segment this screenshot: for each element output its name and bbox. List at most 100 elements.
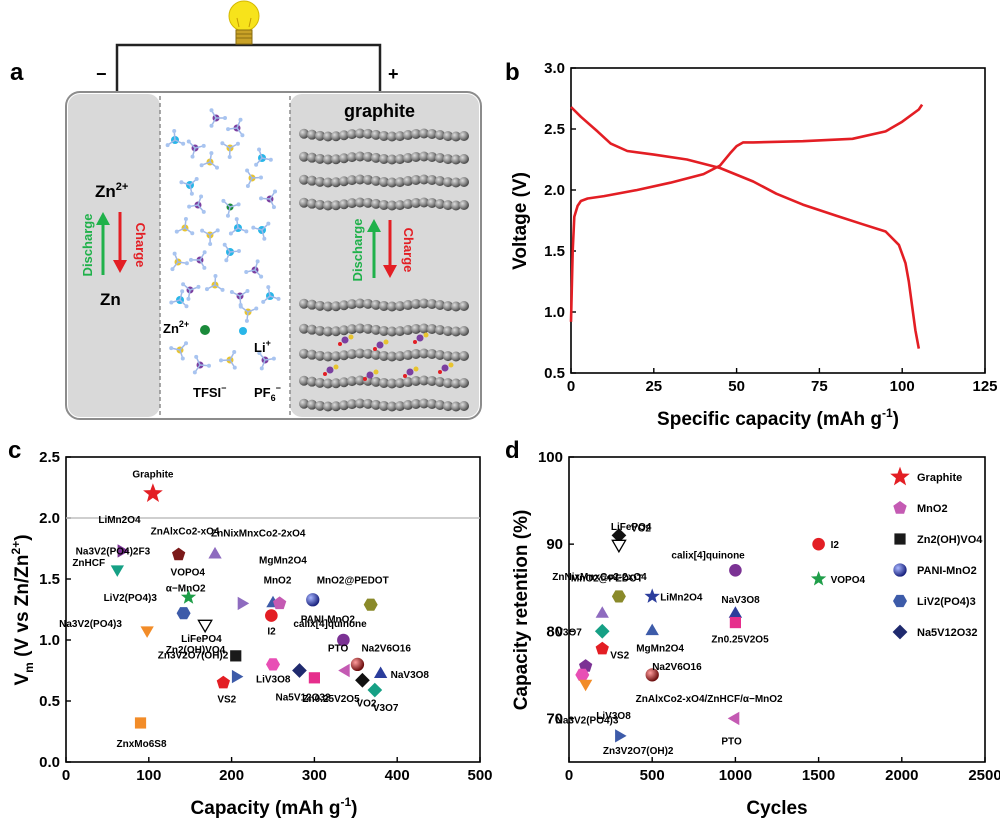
c-point-zn0-25v2o5 bbox=[309, 672, 320, 683]
d-x-axis-title: Cycles bbox=[746, 798, 807, 819]
c-point-nav3o8 bbox=[374, 667, 387, 679]
molecule-atom bbox=[266, 222, 270, 226]
intercalated-anion bbox=[349, 335, 354, 340]
d-point-zn0-25v2o5-label: Zn0.25V2O5 bbox=[711, 635, 769, 646]
molecule-atom bbox=[219, 358, 223, 362]
c-x-axis-title: Capacity (mAh g-1) bbox=[191, 795, 358, 819]
c-point-liv2-po4-3 bbox=[177, 607, 191, 619]
c-plot-frame bbox=[66, 457, 480, 762]
panel-b-letter: b bbox=[505, 59, 520, 86]
molecule-atom bbox=[181, 357, 185, 361]
anode-charge-label: Charge bbox=[133, 223, 148, 268]
c-point-vs2-label: VS2 bbox=[217, 695, 236, 706]
molecule-atom bbox=[246, 184, 250, 188]
c-point-na5v12o32 bbox=[292, 663, 307, 678]
c-point-na3v2-po4-2f3-label: Na3V2(PO4)2F3 bbox=[76, 547, 151, 558]
molecule-atom bbox=[184, 304, 188, 308]
intercalated-anion bbox=[377, 342, 384, 349]
c-point-zn3v2o7-oh-2 bbox=[232, 670, 244, 683]
c-point-znnixmnxco2-2xo4 bbox=[208, 547, 221, 559]
c-y-tick-label: 1.0 bbox=[39, 632, 60, 649]
c-point-graphite bbox=[143, 483, 163, 502]
molecule-atom bbox=[202, 266, 206, 270]
molecule-atom bbox=[254, 163, 258, 167]
c-point-limn2o4-label: LiMn2O4 bbox=[98, 515, 141, 526]
molecule-atom bbox=[210, 124, 214, 128]
molecule-atom bbox=[224, 258, 228, 262]
intercalated-anion bbox=[424, 333, 429, 338]
c-point-znxmo6s8 bbox=[135, 717, 146, 728]
d-legend-marker-mno2 bbox=[893, 501, 906, 514]
molecule-atom bbox=[199, 195, 203, 199]
intercalated-anion bbox=[373, 347, 377, 351]
b-y-tick-label: 1.0 bbox=[544, 304, 565, 321]
d-point-mgmn2o4-label: MgMn2O4 bbox=[636, 643, 684, 654]
molecule-atom bbox=[226, 127, 230, 131]
c-point-znhcf bbox=[111, 565, 124, 577]
d-point-v3o7 bbox=[595, 624, 610, 639]
carbon-atom bbox=[459, 351, 469, 361]
molecule-atom bbox=[210, 108, 214, 112]
carbon-atom bbox=[459, 154, 469, 164]
molecule-atom bbox=[202, 210, 206, 214]
molecule-atom bbox=[259, 275, 263, 279]
c-point-znalxco2-xo4-label: ZnAlxCo2-xO4 bbox=[151, 527, 220, 538]
c-point-lifepo4 bbox=[198, 620, 211, 632]
b-charge-curve bbox=[571, 105, 922, 322]
d-legend-label-na5v12o32: Na5V12O32 bbox=[917, 627, 978, 639]
b-y-tick-label: 2.5 bbox=[544, 121, 565, 138]
molecule-atom bbox=[269, 158, 273, 162]
d-point-pto bbox=[728, 712, 740, 725]
molecule-atom bbox=[193, 370, 197, 374]
molecule-atom bbox=[235, 217, 239, 221]
molecule-atom bbox=[245, 319, 249, 323]
intercalated-anion bbox=[407, 369, 414, 376]
c-point-znhcf-label: ZnHCF bbox=[72, 558, 105, 569]
molecule-atom bbox=[184, 217, 188, 221]
molecule-atom bbox=[259, 176, 263, 180]
c-point-pto-label: PTO bbox=[328, 644, 349, 655]
c-point-mno2-label: α−MnO2 bbox=[166, 583, 206, 594]
molecule-atom bbox=[215, 166, 219, 170]
d-x-tick-label: 500 bbox=[640, 767, 665, 784]
c-point-calix-4-quinone-label: calix[4]quinone bbox=[293, 619, 367, 630]
c-point-na2v6o16-label: Na2V6O16 bbox=[361, 643, 411, 654]
molecule-atom bbox=[185, 261, 189, 265]
molecule-atom bbox=[236, 142, 240, 146]
graphite-label: graphite bbox=[344, 101, 415, 121]
c-x-tick-label: 400 bbox=[385, 767, 410, 784]
d-point-lifepo4-label: LiFePO4 bbox=[611, 522, 652, 533]
d-y-tick-label: 90 bbox=[546, 536, 563, 553]
molecule-atom bbox=[202, 144, 206, 148]
intercalated-anion bbox=[384, 340, 389, 345]
molecule-atom bbox=[208, 242, 212, 246]
molecule-atom bbox=[190, 231, 194, 235]
d-point-vs2 bbox=[596, 642, 609, 655]
b-x-tick-label: 25 bbox=[645, 378, 662, 395]
intercalated-anion bbox=[323, 372, 327, 376]
d-point-zn0-25v2o5 bbox=[730, 617, 741, 628]
d-legend-label-mno2: MnO2 bbox=[917, 503, 948, 515]
molecule-atom bbox=[244, 270, 248, 274]
c-point-znnixmnxco2-2xo4-label: ZnNixMnxCo2-2xO4 bbox=[211, 529, 306, 540]
c-point-mno2 bbox=[273, 596, 286, 609]
c-y-tick-label: 1.5 bbox=[39, 571, 60, 588]
c-point-mgmn2o4-label: MgMn2O4 bbox=[259, 555, 307, 566]
d-point-limn2o4-label: LiMn2O4 bbox=[660, 592, 703, 603]
intercalated-anion bbox=[342, 337, 349, 344]
panel-c-letter: c bbox=[8, 437, 21, 464]
c-point-mno2-label: MnO2 bbox=[264, 575, 292, 586]
d-point-i2-label: I2 bbox=[831, 540, 840, 551]
intercalated-anion bbox=[438, 370, 442, 374]
molecule-atom bbox=[261, 300, 265, 304]
c-point-na2v6o16 bbox=[351, 658, 364, 671]
cathode-discharge-label: Discharge bbox=[350, 219, 365, 282]
intercalated-anion bbox=[374, 370, 379, 375]
molecule-atom bbox=[226, 214, 230, 218]
zn-ion-icon bbox=[200, 325, 210, 335]
c-point-i2-label: I2 bbox=[267, 627, 276, 638]
molecule-atom bbox=[207, 364, 211, 368]
d-point-zn3v2o7-oh-2 bbox=[615, 729, 627, 742]
